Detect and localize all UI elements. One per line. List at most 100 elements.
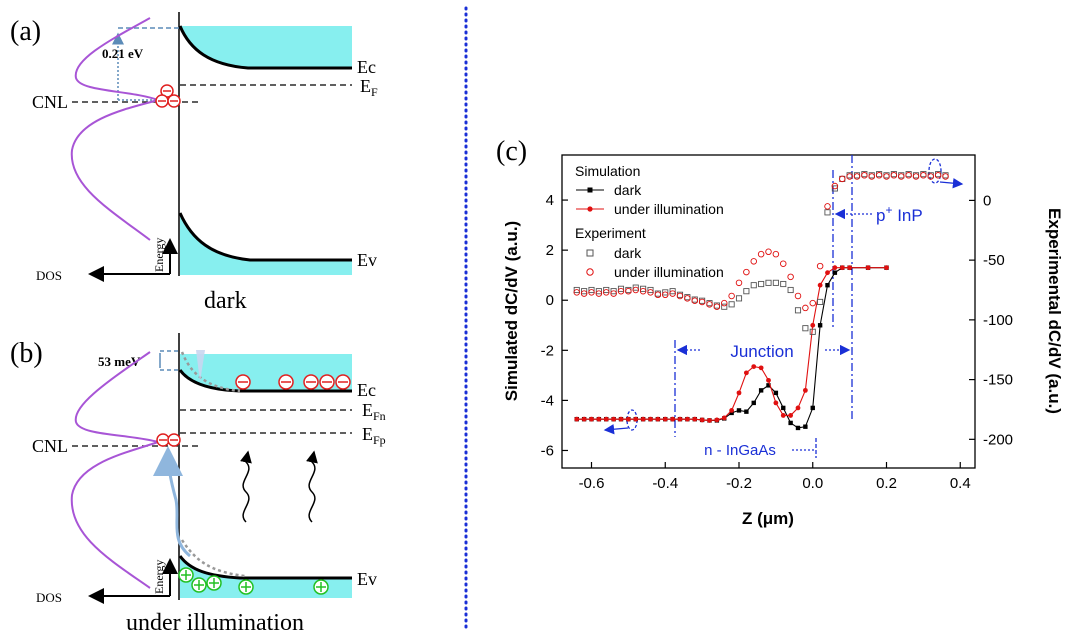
data-point	[611, 416, 617, 422]
x-tick-label: 0.0	[802, 475, 823, 492]
y-tick-label: -2	[541, 342, 554, 359]
data-point	[927, 173, 935, 180]
data-point	[670, 416, 676, 422]
valence-band-label: Ev	[357, 569, 377, 589]
data-point	[706, 301, 713, 308]
energy-axis-label: Energy	[152, 560, 166, 594]
data-point	[654, 291, 662, 299]
data-point	[581, 416, 587, 422]
x-tick-label: 0.4	[950, 475, 971, 492]
legend-header-simulation: Simulation	[575, 163, 640, 179]
data-point	[735, 295, 743, 302]
panel-b-label: (b)	[10, 338, 43, 369]
valence-band-fill	[180, 556, 352, 598]
data-point	[721, 299, 728, 307]
left-axis-arrow	[603, 424, 629, 435]
photon-icon	[240, 450, 252, 523]
y2-tick-label: -50	[983, 252, 1005, 269]
valence-band-edge	[178, 555, 352, 580]
data-point	[714, 417, 720, 423]
legend-exp-illum: under illumination	[614, 264, 724, 280]
pinp-annotation: p+ InP	[876, 203, 923, 225]
data-point	[633, 416, 639, 422]
data-point	[640, 285, 647, 292]
data-point	[699, 417, 705, 423]
data-point	[765, 248, 772, 256]
y2-axis-label: Experimental dC/dV (a.u.)	[1045, 208, 1064, 414]
data-point	[669, 290, 676, 297]
x-axis-label: Z (μm)	[742, 509, 794, 528]
surface-electrons	[156, 433, 181, 447]
right-axis-marker	[928, 158, 942, 184]
data-point	[713, 303, 721, 310]
data-point	[809, 299, 817, 307]
data-point	[573, 289, 581, 296]
cnl-label: CNL	[32, 92, 68, 112]
y-axis-label: Simulated dC/dV (a.u.)	[502, 221, 521, 401]
data-point	[581, 288, 588, 295]
data-point	[868, 173, 876, 180]
data-point	[853, 173, 861, 180]
data-point	[832, 270, 838, 275]
data-point	[735, 279, 743, 287]
conduction-band-edge	[178, 25, 352, 70]
data-point	[758, 365, 764, 371]
data-point	[920, 172, 927, 179]
data-point	[640, 416, 646, 422]
dark-band-dotted-valence	[180, 539, 246, 578]
data-point	[647, 289, 654, 296]
data-point	[865, 265, 871, 271]
y2-tick-label: 0	[983, 192, 991, 209]
hole-transfer-arrow	[153, 446, 191, 558]
data-point	[574, 416, 580, 422]
efn-label: EFn	[362, 400, 386, 423]
data-point	[603, 289, 610, 296]
data-point	[772, 279, 779, 286]
panel-a-caption: dark	[204, 288, 247, 314]
data-point	[617, 287, 625, 295]
data-point	[648, 416, 653, 422]
cnl-label: CNL	[32, 436, 68, 456]
data-point	[934, 172, 942, 179]
data-point	[632, 284, 639, 291]
x-tick-label: -0.4	[652, 475, 678, 492]
dos-axis-label: DOS	[36, 268, 62, 283]
data-point	[802, 387, 808, 393]
data-point	[794, 292, 802, 300]
series-experiment-illumination	[573, 172, 949, 312]
y2-axis-ticks: -200 -150 -100 -50 0	[969, 192, 1013, 448]
panel-a: (a) 0.21 eV EF CNL Ec Ev Energy	[10, 12, 378, 314]
data-point	[729, 410, 734, 416]
data-point	[816, 262, 824, 270]
panel-c-label: (c)	[496, 136, 527, 167]
data-point	[758, 388, 764, 393]
data-point	[794, 307, 802, 314]
panel-b: (b) 53 meV EFn EFp CNL	[10, 333, 386, 636]
data-point	[707, 418, 712, 423]
legend-exp-dark-marker	[586, 249, 594, 257]
data-point	[912, 173, 920, 180]
data-point	[787, 286, 794, 294]
conduction-band-fill	[180, 26, 352, 68]
data-point	[772, 250, 780, 258]
legend-sim-dark: dark	[614, 182, 642, 198]
valence-band-label: Ev	[357, 250, 377, 270]
data-point	[632, 286, 640, 294]
data-point	[595, 290, 603, 297]
data-point	[810, 322, 816, 328]
data-point	[788, 413, 794, 418]
data-point	[788, 420, 793, 426]
data-point	[743, 370, 749, 376]
data-point	[639, 287, 647, 295]
data-point	[684, 295, 691, 302]
data-point	[744, 409, 749, 414]
data-point	[721, 303, 728, 310]
data-point	[765, 279, 772, 286]
data-point	[751, 364, 757, 369]
data-point	[676, 292, 684, 300]
y-tick-label: 4	[546, 192, 554, 209]
y-axis-ticks: -6 -4 -2 0 2 4	[541, 192, 568, 459]
data-point	[780, 280, 787, 288]
legend-sim-illum: under illumination	[614, 201, 724, 217]
data-point	[824, 209, 831, 216]
